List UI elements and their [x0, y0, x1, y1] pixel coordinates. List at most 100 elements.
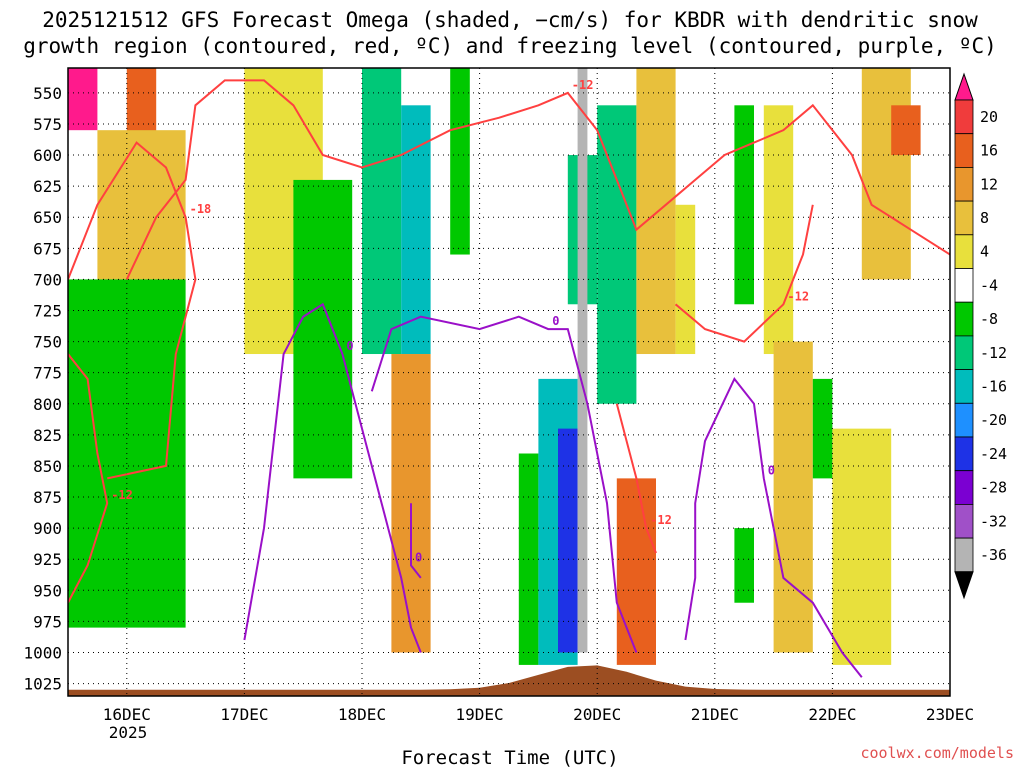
omega-cell [597, 105, 637, 404]
dgz-contour [674, 204, 814, 343]
chart-title-line1: 2025121512 GFS Forecast Omega (shaded, −… [42, 8, 978, 32]
y-tick-label: 925 [33, 550, 62, 569]
y-tick-label: 700 [33, 270, 62, 289]
omega-cell [891, 105, 921, 156]
colorbar-segment [954, 402, 974, 438]
colorbar-segment [954, 369, 974, 404]
y-tick-label: 850 [33, 457, 62, 476]
contour-label: 0 [552, 314, 559, 328]
chart-title-line2: growth region (contoured, red, ºC) and f… [23, 34, 997, 58]
freezing-contour [370, 315, 638, 653]
colorbar-label: -28 [980, 479, 1007, 497]
omega-cell [832, 428, 892, 665]
x-tick-label: 20DEC [573, 705, 621, 724]
dgz-contour [68, 141, 197, 480]
omega-cell [812, 378, 833, 479]
y-tick-label: 1000 [23, 643, 62, 662]
colorbar-label: 20 [980, 108, 998, 126]
y-tick-label: 725 [33, 301, 62, 320]
omega-cell [293, 179, 353, 479]
x-axis-label: Forecast Time (UTC) [401, 747, 618, 768]
contour-label: -12 [572, 78, 594, 92]
contour-label: -18 [190, 202, 212, 216]
colorbar-label: -4 [980, 276, 998, 294]
credit-text: coolwx.com/models [860, 744, 1014, 762]
y-tick-label: 775 [33, 364, 62, 383]
x-tick-label: 18DEC [338, 705, 386, 724]
y-tick-label: 750 [33, 333, 62, 352]
omega-cell [636, 68, 676, 355]
omega-cell [763, 105, 794, 355]
dgz-contour [68, 353, 109, 604]
x-tick-label: 22DEC [808, 705, 856, 724]
freezing-contour [410, 503, 422, 579]
y-tick-label: 550 [33, 84, 62, 103]
colorbar-segment [954, 436, 974, 472]
colorbar-label: 8 [980, 209, 989, 227]
colorbar-label: -12 [980, 344, 1007, 362]
colorbar-label: -36 [980, 546, 1007, 564]
omega-cell [558, 428, 578, 653]
y-tick-label: 900 [33, 519, 62, 538]
y-tick-label: 1025 [23, 675, 62, 694]
y-tick-label: 650 [33, 208, 62, 227]
colorbar-label: -24 [980, 445, 1007, 463]
omega-cell [616, 478, 656, 665]
omega-cell [577, 68, 588, 653]
contour-label: -12 [111, 488, 133, 502]
colorbar-segment [954, 166, 974, 202]
colorbar-label: 12 [980, 175, 998, 193]
colorbar-label: -20 [980, 411, 1007, 429]
y-tick-label: 975 [33, 612, 62, 631]
omega-cell [450, 68, 470, 255]
plot-frame [67, 67, 951, 697]
colorbar-label: -16 [980, 377, 1007, 395]
contour-label: 0 [415, 550, 422, 564]
dgz-contour [125, 79, 950, 280]
contour-label: 0 [768, 463, 775, 477]
colorbar-label: -32 [980, 512, 1007, 530]
colorbar-segment [954, 133, 974, 168]
terrain-band [68, 665, 950, 696]
x-tick-label: 16DEC [103, 705, 151, 724]
x-tick-label: 17DEC [220, 705, 268, 724]
colorbar-segment [954, 99, 974, 135]
omega-cell [734, 105, 754, 305]
dgz-contour [615, 403, 657, 554]
y-tick-label: 675 [33, 239, 62, 258]
y-tick-label: 950 [33, 581, 62, 600]
y-tick-label: 825 [33, 426, 62, 445]
contour-label: 0 [346, 339, 353, 353]
x-tick-label: 21DEC [691, 705, 739, 724]
x-year-label: 2025 [109, 723, 148, 742]
y-tick-label: 575 [33, 115, 62, 134]
colorbar-segment [954, 335, 974, 370]
colorbar-segment [954, 234, 974, 269]
y-tick-label: 800 [33, 395, 62, 414]
y-tick-label: 875 [33, 488, 62, 507]
colorbar-segment [954, 200, 974, 236]
colorbar-segment [954, 503, 974, 539]
y-tick-label: 625 [33, 177, 62, 196]
colorbar-segment [954, 268, 974, 303]
omega-cell [861, 68, 911, 280]
colorbar-label: -8 [980, 310, 998, 328]
freezing-contour [243, 302, 422, 653]
omega-cell [362, 68, 402, 355]
x-tick-label: 23DEC [926, 705, 974, 724]
colorbar-label: 16 [980, 142, 998, 160]
omega-cell [734, 528, 754, 603]
colorbar-segment [954, 301, 974, 337]
colorbar-label: 4 [980, 243, 989, 261]
colorbar-bottom-arrow [954, 571, 974, 600]
colorbar-segment [954, 537, 974, 573]
contour-label: -12 [650, 513, 672, 527]
freezing-contour [684, 377, 863, 678]
omega-cell [68, 68, 98, 131]
x-tick-label: 19DEC [456, 705, 504, 724]
contour-label: -12 [787, 289, 809, 303]
y-tick-label: 600 [33, 146, 62, 165]
colorbar-top-arrow [954, 72, 974, 101]
